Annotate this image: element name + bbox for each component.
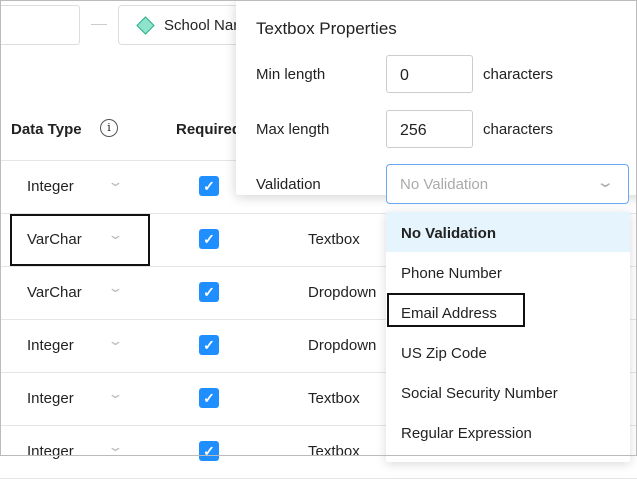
header-data-type: Data Type	[11, 121, 82, 138]
info-icon[interactable]: i	[100, 119, 118, 137]
control-type: Dropdown	[308, 337, 377, 354]
table-row: VarChar ⌄ ✓ Dropdown	[0, 266, 637, 319]
table-row: Integer ⌄ ✓ Textbox	[0, 372, 637, 425]
data-type-value[interactable]: Integer	[27, 178, 74, 195]
max-length-label: Max length	[256, 121, 330, 138]
data-type-value[interactable]: VarChar	[27, 284, 82, 301]
table-row: Integer ⌄ ✓	[0, 160, 637, 213]
data-type-value[interactable]: Integer	[27, 337, 74, 354]
required-checkbox[interactable]: ✓	[199, 441, 219, 461]
required-checkbox[interactable]: ✓	[199, 229, 219, 249]
validation-option[interactable]: Email Address	[401, 305, 497, 322]
selected-cell-highlight	[10, 214, 150, 266]
required-checkbox[interactable]: ✓	[199, 388, 219, 408]
row-divider	[0, 372, 637, 373]
validation-option[interactable]: Social Security Number	[401, 385, 558, 402]
validation-placeholder: No Validation	[400, 176, 489, 193]
row-divider	[0, 213, 637, 214]
chevron-down-icon[interactable]: ⌄	[107, 439, 124, 454]
control-type: Textbox	[308, 231, 360, 248]
header-required: Required	[176, 121, 242, 138]
row-divider	[0, 266, 637, 267]
connector-dash	[91, 24, 107, 25]
popover-title: Textbox Properties	[256, 19, 397, 38]
chevron-down-icon[interactable]: ⌄	[107, 386, 124, 401]
control-type: Textbox	[308, 443, 360, 460]
email-highlight-box	[387, 293, 525, 327]
control-type: Textbox	[308, 390, 360, 407]
top-input[interactable]	[0, 5, 80, 45]
chevron-down-icon[interactable]: ⌄	[107, 333, 124, 348]
required-checkbox[interactable]: ✓	[199, 176, 219, 196]
table-row: VarChar ⌄ ✓ Textbox	[0, 213, 637, 266]
max-unit: characters	[483, 121, 554, 138]
min-length-label: Min length	[256, 66, 326, 83]
data-type-value[interactable]: Integer	[27, 390, 74, 407]
control-type: Dropdown	[308, 284, 377, 301]
min-unit: characters	[483, 66, 554, 83]
required-checkbox[interactable]: ✓	[199, 335, 219, 355]
validation-select[interactable]: No Validation ⌄	[386, 164, 629, 204]
chevron-down-icon[interactable]: ⌄	[107, 280, 124, 295]
row-divider	[0, 425, 637, 426]
chevron-down-icon[interactable]: ⌄	[107, 174, 124, 189]
validation-option[interactable]: US Zip Code	[401, 345, 487, 362]
validation-option[interactable]: Phone Number	[401, 265, 502, 282]
min-length-input[interactable]: 0	[386, 55, 473, 93]
chip-label: School Nar	[164, 16, 239, 34]
textbox-properties-popover: Textbox Properties Min length 0 characte…	[236, 0, 637, 204]
diamond-icon	[136, 15, 155, 35]
validation-option[interactable]: Regular Expression	[401, 425, 532, 442]
required-checkbox[interactable]: ✓	[199, 282, 219, 302]
data-type-value[interactable]: Integer	[27, 443, 74, 460]
validation-label: Validation	[256, 176, 321, 193]
max-length-input[interactable]: 256	[386, 110, 473, 148]
data-type-value[interactable]: VarChar	[27, 231, 82, 248]
chevron-down-icon[interactable]: ⌄	[107, 227, 124, 242]
table-row: Integer ⌄ ✓ Dropdown	[0, 319, 637, 372]
validation-dropdown: No Validation Phone Number Email Address US…	[386, 212, 630, 462]
validation-option[interactable]: No Validation	[386, 212, 630, 252]
chevron-down-icon: ⌄	[596, 174, 616, 191]
row-divider	[0, 319, 637, 320]
